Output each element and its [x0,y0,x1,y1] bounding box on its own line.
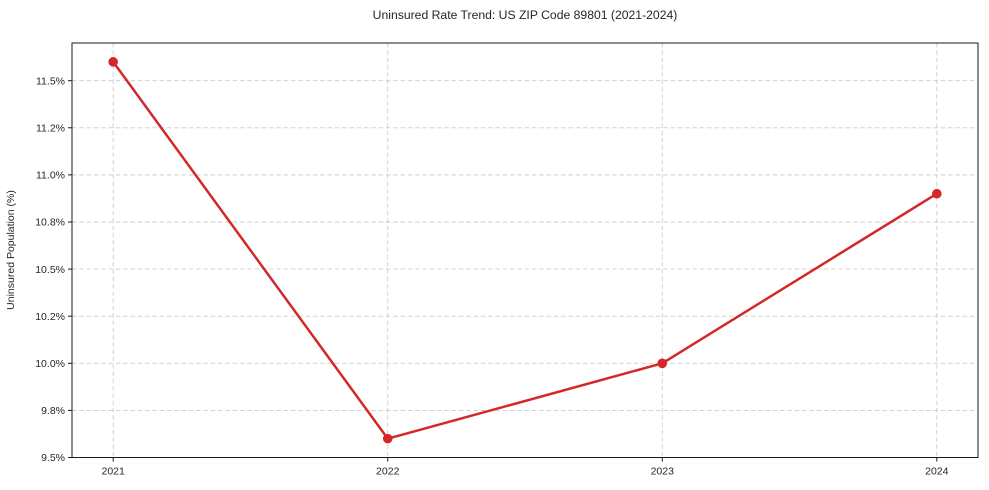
y-tick-label: 9.8% [41,405,65,417]
x-tick-label: 2021 [102,466,126,478]
y-axis-label: Uninsured Population (%) [5,190,17,310]
data-point-2023 [657,358,668,369]
y-tick-label: 9.5% [41,452,65,464]
y-tick-label: 11.2% [36,122,65,134]
y-tick-label: 11.5% [36,75,65,87]
line-series [108,57,942,444]
y-tick-label: 10.0% [35,358,65,370]
y-tick-label: 10.5% [35,264,65,276]
axis-layer: 2021 2022 2023 2024 9.5% 9.8% 10.0% 10.2% 10.5% 1… [35,42,979,478]
y-tick-label: 10.8% [35,217,65,229]
x-tick-label: 2023 [651,466,675,478]
chart-title: Uninsured Rate Trend: US ZIP Code 89801 … [373,8,678,22]
x-tick-label: 2022 [376,466,400,478]
data-point-2022 [382,433,393,444]
y-tick-label: 11.0% [36,170,65,182]
grid-layer [72,43,978,458]
data-point-2021 [108,57,118,67]
data-point-2024 [932,188,942,199]
plot-border [71,42,979,458]
series-line [111,60,939,440]
y-tick-label: 10.2% [35,311,65,323]
x-tick-label: 2024 [925,466,949,478]
